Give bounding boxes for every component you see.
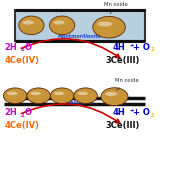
Ellipse shape — [23, 20, 34, 25]
Text: 4Ce(IV): 4Ce(IV) — [4, 56, 39, 65]
Text: + O: + O — [133, 43, 150, 52]
Ellipse shape — [53, 20, 65, 25]
Ellipse shape — [50, 16, 75, 35]
Text: 4Ce(IV): 4Ce(IV) — [4, 121, 39, 130]
Text: O: O — [24, 108, 31, 117]
Ellipse shape — [27, 88, 50, 104]
Text: 2H: 2H — [4, 43, 17, 52]
Text: 3Ce(III): 3Ce(III) — [105, 56, 140, 65]
Text: Montmorillonite: Montmorillonite — [58, 34, 102, 39]
Text: 4H: 4H — [113, 43, 125, 52]
Text: 2: 2 — [21, 113, 24, 118]
Ellipse shape — [3, 88, 27, 104]
Ellipse shape — [74, 88, 97, 104]
Text: 2H: 2H — [4, 108, 17, 117]
Text: +: + — [130, 43, 134, 48]
Text: + O: + O — [133, 108, 150, 117]
Ellipse shape — [98, 22, 112, 26]
Ellipse shape — [19, 16, 44, 35]
Text: +: + — [130, 108, 134, 113]
Text: 4H: 4H — [113, 108, 125, 117]
Text: O: O — [24, 43, 31, 52]
Ellipse shape — [93, 16, 125, 38]
Ellipse shape — [77, 92, 88, 95]
Text: Mn oxide: Mn oxide — [104, 2, 127, 14]
Ellipse shape — [101, 88, 128, 106]
Ellipse shape — [50, 88, 74, 104]
Ellipse shape — [54, 92, 64, 95]
Text: 2: 2 — [21, 47, 24, 52]
Text: 2: 2 — [151, 47, 154, 52]
Text: 3Ce(III): 3Ce(III) — [105, 121, 140, 130]
Ellipse shape — [30, 92, 41, 95]
FancyBboxPatch shape — [15, 9, 145, 41]
Ellipse shape — [7, 92, 17, 95]
Text: Halloysite: Halloysite — [67, 100, 94, 105]
Text: 2: 2 — [151, 113, 154, 118]
Text: Mn oxide: Mn oxide — [115, 78, 139, 91]
Ellipse shape — [105, 92, 117, 96]
